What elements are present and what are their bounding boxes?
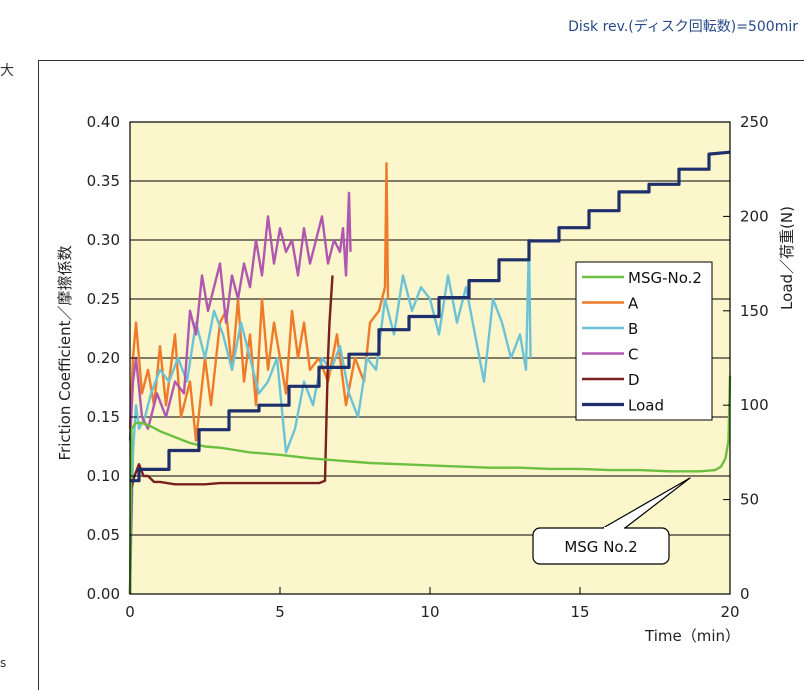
left-fragment-text: 大 bbox=[0, 63, 14, 79]
y-axis-label: Friction Coefficient／摩擦係数 bbox=[56, 245, 74, 460]
y-tick-label: 0.05 bbox=[87, 526, 120, 544]
y-axis-right: 0 50 100 150 200 250 bbox=[723, 113, 769, 603]
legend-label: MSG-No.2 bbox=[628, 269, 702, 287]
y-tick-label: 0.20 bbox=[87, 349, 120, 367]
x-tick-label: 15 bbox=[570, 603, 589, 621]
x-axis: 0 5 10 15 20 bbox=[125, 587, 740, 621]
x-axis-label: Time（min） bbox=[644, 627, 740, 645]
y2-tick-label: 100 bbox=[740, 396, 769, 414]
legend-label: Load bbox=[628, 397, 664, 415]
series-layer bbox=[128, 150, 732, 595]
y2-tick-label: 150 bbox=[740, 302, 769, 320]
series-line-b bbox=[128, 238, 532, 595]
msg-annotation: MSG No.2 bbox=[532, 477, 691, 565]
y2-tick-label: 250 bbox=[740, 113, 769, 131]
left-fragment-text-bottom: s bbox=[0, 656, 7, 670]
annotation-label: MSG No.2 bbox=[564, 538, 637, 556]
y-tick-label: 0.40 bbox=[87, 113, 120, 131]
y2-tick-label: 50 bbox=[740, 491, 759, 509]
y-tick-label: 0.30 bbox=[87, 231, 120, 249]
legend-label: A bbox=[628, 295, 639, 313]
x-tick-label: 10 bbox=[420, 603, 439, 621]
x-tick-label: 5 bbox=[275, 603, 285, 621]
y-tick-label: 0.15 bbox=[87, 408, 120, 426]
y2-tick-label: 200 bbox=[740, 207, 769, 225]
y-tick-label: 0.35 bbox=[87, 172, 120, 190]
series-line-c bbox=[128, 191, 352, 441]
y2-tick-label: 0 bbox=[740, 585, 750, 603]
series-line-d bbox=[128, 275, 334, 595]
y-tick-label: 0.00 bbox=[87, 585, 120, 603]
y-axis-left: 0.00 0.05 0.10 0.15 0.20 0.25 0.30 0.35 0.40 bbox=[87, 113, 137, 603]
y-tick-label: 0.10 bbox=[87, 467, 120, 485]
disk-rev-note: Disk rev.(ディスク回転数)=500mir bbox=[568, 19, 798, 35]
legend-box bbox=[575, 261, 713, 421]
y2-axis-label: Load／荷重(N) bbox=[778, 206, 796, 310]
x-tick-label: 20 bbox=[720, 603, 739, 621]
series-line-msg-no-2 bbox=[128, 375, 732, 595]
legend-label: B bbox=[628, 320, 638, 338]
chart-frame bbox=[38, 60, 804, 690]
x-tick-label: 0 bbox=[125, 603, 135, 621]
annotation-box bbox=[532, 527, 670, 565]
legend-label: C bbox=[628, 346, 638, 364]
annotation-pointer bbox=[602, 477, 691, 529]
series-line-load bbox=[130, 150, 731, 483]
y-tick-label: 0.25 bbox=[87, 290, 120, 308]
legend-label: D bbox=[628, 371, 640, 389]
